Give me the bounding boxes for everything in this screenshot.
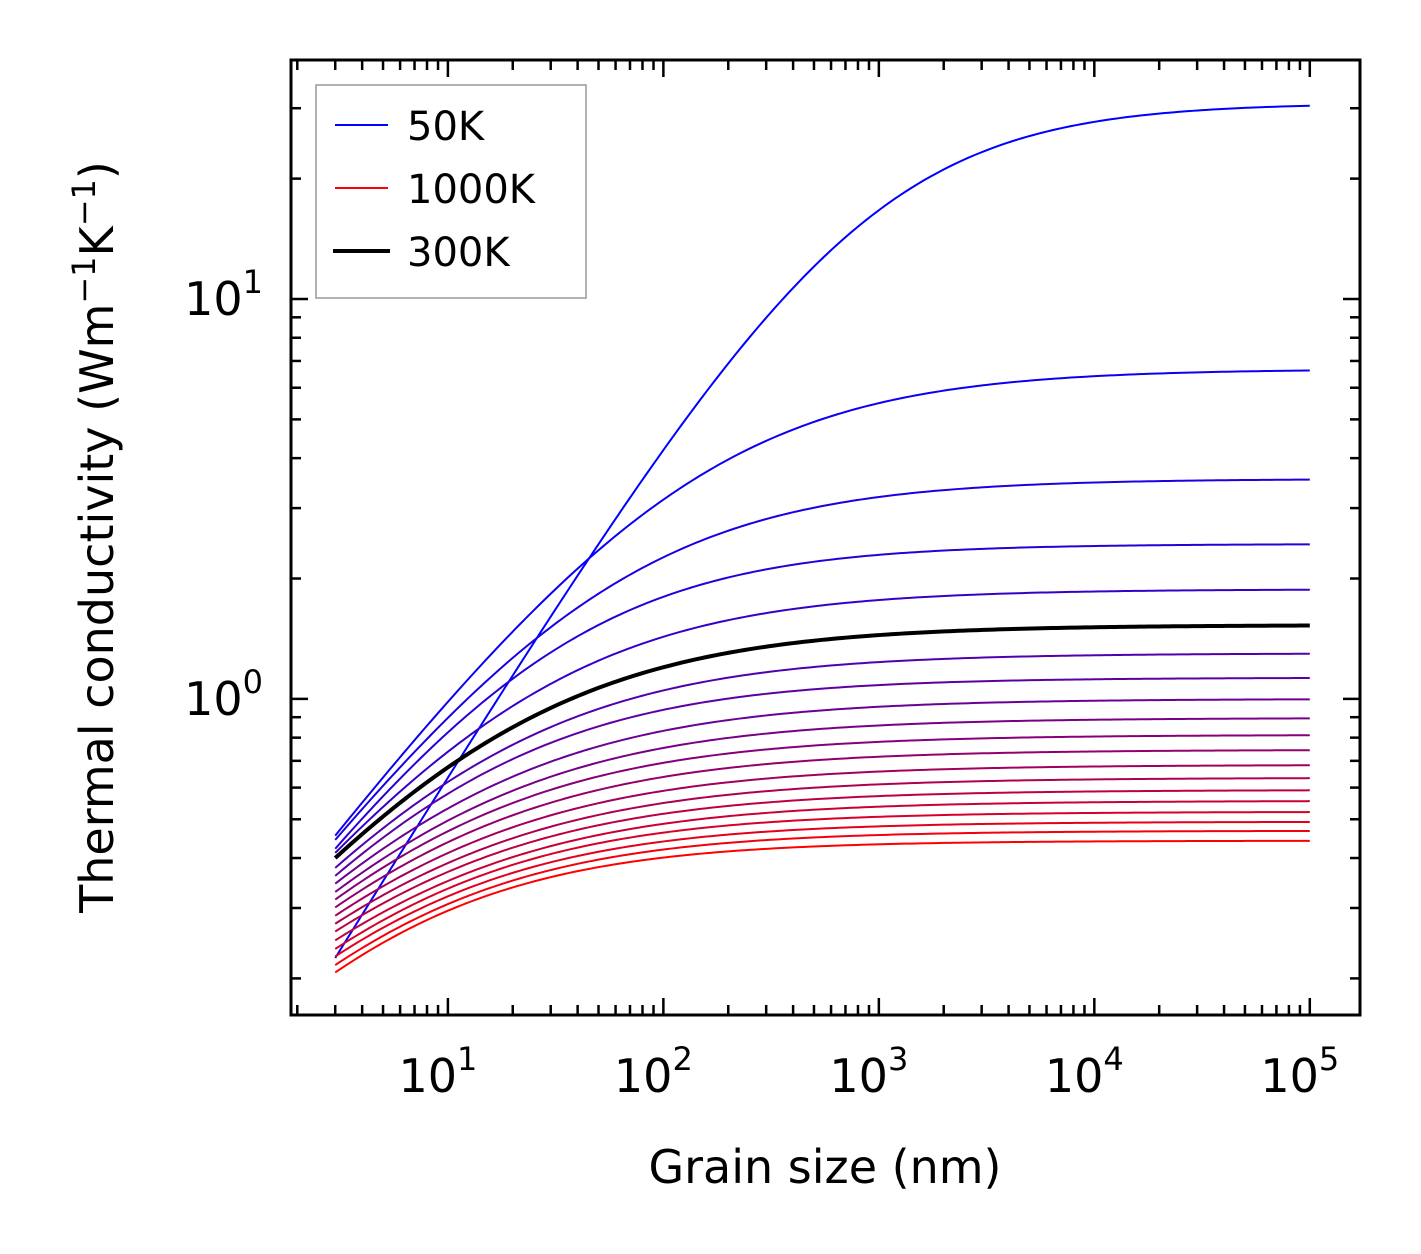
series-line-150k <box>334 478 1310 841</box>
y-axis-title-mid: K <box>70 224 124 256</box>
x-tick-label: 102 <box>614 1040 693 1103</box>
series-line-450k <box>334 698 1310 885</box>
y-tick-label: 100 <box>184 663 263 726</box>
series-line-950k <box>334 829 1310 966</box>
legend-label-1000k: 1000K <box>407 167 537 213</box>
y-axis-title: Thermal conductivity (Wm−1K−1) <box>65 161 124 914</box>
series-line-100k <box>334 369 1310 837</box>
plot-frame <box>289 58 1362 1017</box>
x-tick-exponent: 2 <box>672 1040 692 1078</box>
y-axis-title-main: Thermal conductivity (Wm <box>70 304 124 914</box>
y-tick-base: 10 <box>184 272 243 326</box>
x-tick-base: 10 <box>1260 1049 1319 1103</box>
plot-lines <box>333 104 1310 974</box>
y-tick-label: 101 <box>184 263 263 326</box>
series-line-200k <box>334 543 1310 850</box>
x-tick-label: 103 <box>829 1040 908 1103</box>
series-line-500k <box>334 717 1310 893</box>
series-line-1000k <box>334 839 1310 974</box>
series-line-800k <box>334 800 1310 942</box>
series-line-900k <box>334 820 1310 958</box>
x-tick-base: 10 <box>614 1049 673 1103</box>
x-tick-exponent: 1 <box>457 1040 477 1078</box>
series-line-850k <box>334 811 1310 950</box>
legend: 50K 1000K 300K <box>315 84 587 299</box>
legend-label-300k: 300K <box>407 230 511 276</box>
y-tick-exponent: 1 <box>243 263 263 301</box>
series-line-600k <box>334 749 1310 909</box>
y-axis-title-sup1: −1 <box>65 256 103 303</box>
legend-box <box>315 84 587 299</box>
x-tick-base: 10 <box>398 1049 457 1103</box>
series-line-750k <box>334 789 1310 933</box>
x-tick-label: 104 <box>1045 1040 1124 1103</box>
series-line-400k <box>334 677 1310 877</box>
series-line-50k <box>334 104 1310 959</box>
series-line-250k <box>334 588 1310 854</box>
x-axis-title: Grain size (nm) <box>649 1140 1002 1194</box>
x-tick-base: 10 <box>1045 1049 1104 1103</box>
legend-label-50k: 50K <box>407 104 486 150</box>
x-tick-base: 10 <box>829 1049 888 1103</box>
y-tick-exponent: 0 <box>243 663 263 701</box>
x-tick-exponent: 3 <box>888 1040 908 1078</box>
y-tick-base: 10 <box>184 672 243 726</box>
x-tick-label: 101 <box>398 1040 477 1103</box>
series-line-350k <box>334 652 1310 869</box>
x-tick-exponent: 5 <box>1319 1040 1339 1078</box>
x-tick-exponent: 4 <box>1103 1040 1123 1078</box>
x-tick-label: 105 <box>1260 1040 1339 1103</box>
series-line-700k <box>334 777 1310 925</box>
series-line-650k <box>334 764 1310 917</box>
series-line-550k <box>334 734 1310 901</box>
axis-ticks <box>291 60 1360 1015</box>
y-axis-title-end: ) <box>70 161 124 179</box>
y-axis-title-sup2: −1 <box>65 179 103 226</box>
series-line-300k <box>333 623 1310 860</box>
